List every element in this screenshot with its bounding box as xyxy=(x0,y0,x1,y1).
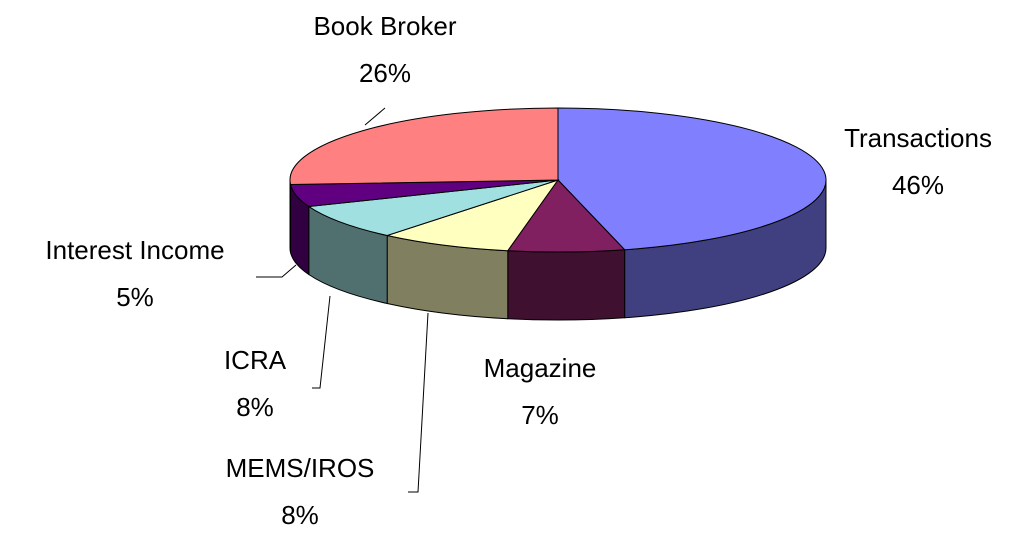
pie-slice xyxy=(385,179,560,252)
slice-label: Transactions xyxy=(844,123,992,153)
pie-slice xyxy=(307,179,559,236)
slice-value-label: 7% xyxy=(521,400,559,430)
pie-slice xyxy=(289,107,559,186)
slice-label: Interest Income xyxy=(45,235,224,265)
leader-line xyxy=(312,295,331,389)
leader-line xyxy=(364,107,386,126)
slice-value-label: 8% xyxy=(236,392,274,422)
slice-label: MEMS/IROS xyxy=(226,453,375,483)
slice-value-label: 46% xyxy=(892,170,944,200)
slice-label: Book Broker xyxy=(313,11,456,41)
slice-label: Magazine xyxy=(484,353,597,383)
slice-value-label: 8% xyxy=(281,500,319,530)
slice-value-label: 26% xyxy=(359,58,411,88)
slice-value-label: 5% xyxy=(116,282,154,312)
leader-line xyxy=(408,312,429,493)
slice-label: ICRA xyxy=(224,345,287,375)
pie-slice xyxy=(506,179,626,253)
leader-line xyxy=(256,264,297,278)
pie-slice xyxy=(557,107,827,251)
pie-side xyxy=(289,179,292,253)
pie-side xyxy=(507,249,626,321)
